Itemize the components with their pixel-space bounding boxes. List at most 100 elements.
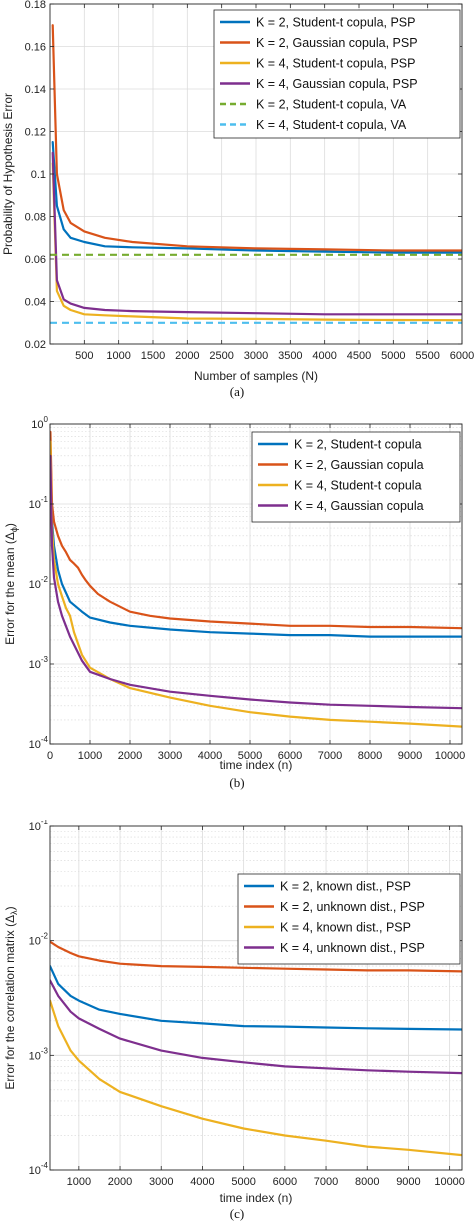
y-ticks-a: 0.02 0.04 0.06 0.08 0.1 0.12 0.14 0.16 0.18 (25, 0, 462, 351)
y-tick-label: 0.02 (25, 339, 46, 351)
legend-entry: K = 2, Gaussian copula, PSP (256, 36, 418, 50)
x-tick-label: 3000 (158, 750, 182, 762)
series-group-a (50, 24, 462, 324)
series-line-b-3 (50, 440, 462, 728)
legend-entry: K = 2, unknown dist., PSP (280, 900, 425, 914)
x-tick-label: 500 (75, 350, 93, 362)
panel-caption-c: (c) (230, 1206, 244, 1221)
x-tick-label: 7000 (318, 750, 342, 762)
series-line-b-1 (50, 446, 462, 638)
x-tick-label: 5000 (238, 750, 262, 762)
y-axis-label-a: Probability of Hypothesis Error (1, 93, 15, 255)
legend-entry: K = 4, unknown dist., PSP (280, 941, 425, 955)
y-tick-label: 0.08 (25, 212, 46, 224)
x-tick-label: 4000 (190, 1176, 214, 1188)
y-tick-label: 10-2 (29, 932, 49, 948)
legend-b: K = 2, Student-t copula K = 2, Gaussian c… (251, 431, 461, 523)
legend-entry: K = 2, Gaussian copula (294, 458, 424, 472)
x-ticks-c: 1000 2000 3000 4000 5000 6000 7000 8000 9000 1000… (67, 826, 465, 1188)
x-axis-label-c: time index (n) (220, 1191, 293, 1205)
x-tick-label: 5000 (231, 1176, 255, 1188)
series-line-a-2 (51, 24, 462, 252)
axes-box-c (49, 825, 463, 1171)
y-tick-label: 0.16 (25, 42, 46, 54)
series-line-a-1 (51, 141, 462, 254)
x-tick-label: 2000 (118, 750, 142, 762)
x-tick-label: 2000 (175, 350, 199, 362)
legend-entry: K = 4, Student-t copula, PSP (256, 57, 415, 71)
x-tick-label: 1000 (78, 750, 102, 762)
x-tick-label: 8000 (358, 750, 382, 762)
series-line-a-4 (51, 151, 462, 316)
legend-entry: K = 4, known dist., PSP (280, 921, 411, 935)
panel-caption-b: (b) (229, 775, 244, 790)
series-line-b-2 (50, 430, 462, 630)
x-tick-label: 5000 (381, 350, 405, 362)
x-tick-label: 7000 (314, 1176, 338, 1188)
x-tick-label: 2000 (108, 1176, 132, 1188)
legend-entry: K = 4, Student-t copula (294, 479, 422, 493)
legend-box (251, 431, 461, 523)
x-tick-label: 10000 (434, 1176, 465, 1188)
panel-caption-a: (a) (230, 384, 244, 399)
x-tick-label: 2500 (209, 350, 233, 362)
x-tick-label: 6000 (278, 750, 302, 762)
x-tick-label: 3000 (149, 1176, 173, 1188)
y-tick-label: 10-4 (29, 1161, 49, 1177)
y-tick-label: 0.14 (25, 84, 46, 96)
x-tick-label: 9000 (396, 1176, 420, 1188)
y-tick-label: 10-3 (29, 1046, 49, 1062)
y-tick-label: 10-4 (29, 735, 49, 751)
x-tick-label: 1500 (141, 350, 165, 362)
y-tick-label: 10-2 (29, 575, 49, 591)
y-tick-label: 10-1 (29, 495, 49, 511)
legend-entry: K = 2, Student-t copula, VA (256, 98, 407, 112)
x-axis-label-b: time index (n) (220, 758, 293, 772)
x-tick-label: 9000 (398, 750, 422, 762)
series-group-b (50, 430, 462, 728)
x-axis-label-a: Number of samples (N) (194, 369, 318, 383)
y-tick-label: 0.06 (25, 254, 46, 266)
y-tick-label: 0.18 (25, 0, 46, 11)
y-tick-label: 0.04 (25, 297, 46, 309)
series-line-b-4 (50, 454, 462, 710)
x-tick-label: 4500 (347, 350, 371, 362)
legend-entry: K = 4, Gaussian copula (294, 499, 424, 513)
x-tick-label: 1000 (67, 1176, 91, 1188)
y-ticks-b: 10-4 10-3 10-2 10-1 100 (29, 415, 462, 751)
legend-entry: K = 2, Student-t copula, PSP (256, 16, 415, 30)
series-line-c-4 (50, 979, 462, 1075)
x-tick-label: 4000 (198, 750, 222, 762)
series-group-c (50, 940, 462, 1157)
series-line-c-1 (50, 965, 462, 1031)
x-tick-label: 8000 (355, 1176, 379, 1188)
x-tick-label: 3000 (244, 350, 268, 362)
x-tick-label: 6000 (273, 1176, 297, 1188)
y-axis-label-c: Error for the correlation matrix (Δλ) (3, 906, 19, 1089)
x-tick-label: 1000 (106, 350, 130, 362)
chart-panel-a: 0.02 0.04 0.06 0.08 0.1 0.12 0.14 0.16 0.18 500 10… (1, 0, 474, 399)
x-tick-label: 3500 (278, 350, 302, 362)
legend-entry: K = 4, Gaussian copula, PSP (256, 77, 418, 91)
x-tick-label: 5500 (415, 350, 439, 362)
y-ticks-c: 10-4 10-3 10-2 10-1 (29, 820, 462, 1177)
x-tick-label: 6000 (450, 350, 474, 362)
y-axis-label-b: Error for the mean (Δϕ) (3, 523, 19, 645)
y-tick-label: 0.1 (31, 169, 46, 181)
legend-box (213, 9, 461, 139)
legend-entry: K = 2, known dist., PSP (280, 880, 411, 894)
legend-entry: K = 4, Student-t copula, VA (256, 118, 407, 132)
x-ticks-b: 0 1000 2000 3000 4000 5000 6000 7000 8000 9000 100… (47, 424, 465, 762)
chart-panel-c: 10-4 10-3 10-2 10-1 1000 2000 3000 4000 5000 6000… (3, 820, 465, 1221)
x-ticks-a: 500 1000 1500 2000 2500 3000 3500 4000 4500 5000 5… (75, 4, 474, 362)
series-line-a-3 (51, 162, 462, 322)
x-tick-label: 0 (47, 750, 53, 762)
y-tick-label: 0.12 (25, 127, 46, 139)
legend-c: K = 2, known dist., PSP K = 2, unknown di… (237, 873, 461, 965)
x-tick-label: 10000 (435, 750, 466, 762)
y-tick-label: 10-1 (29, 820, 49, 833)
y-tick-label: 10-3 (29, 655, 49, 671)
x-tick-label: 4000 (312, 350, 336, 362)
